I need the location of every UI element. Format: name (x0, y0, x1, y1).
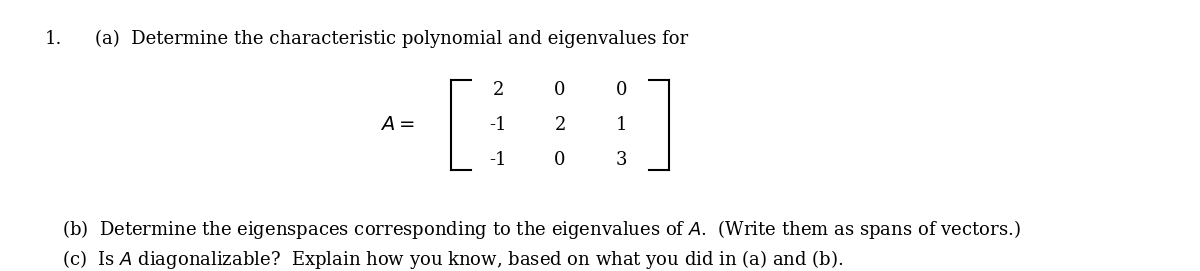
Text: 2: 2 (493, 81, 504, 99)
Text: 2: 2 (554, 116, 565, 134)
Text: 1.: 1. (44, 30, 62, 48)
Text: $A =$: $A =$ (380, 116, 414, 134)
Text: (a)  Determine the characteristic polynomial and eigenvalues for: (a) Determine the characteristic polynom… (95, 30, 689, 48)
Text: -1: -1 (490, 116, 508, 134)
Text: 1: 1 (616, 116, 628, 134)
Text: (c)  Is $A$ diagonalizable?  Explain how you know, based on what you did in (a) : (c) Is $A$ diagonalizable? Explain how y… (61, 248, 844, 270)
Text: 0: 0 (554, 151, 566, 169)
Text: 0: 0 (616, 81, 628, 99)
Text: (b)  Determine the eigenspaces corresponding to the eigenvalues of $A$.  (Write : (b) Determine the eigenspaces correspond… (61, 218, 1020, 241)
Text: 3: 3 (616, 151, 628, 169)
Text: 0: 0 (554, 81, 566, 99)
Text: -1: -1 (490, 151, 508, 169)
